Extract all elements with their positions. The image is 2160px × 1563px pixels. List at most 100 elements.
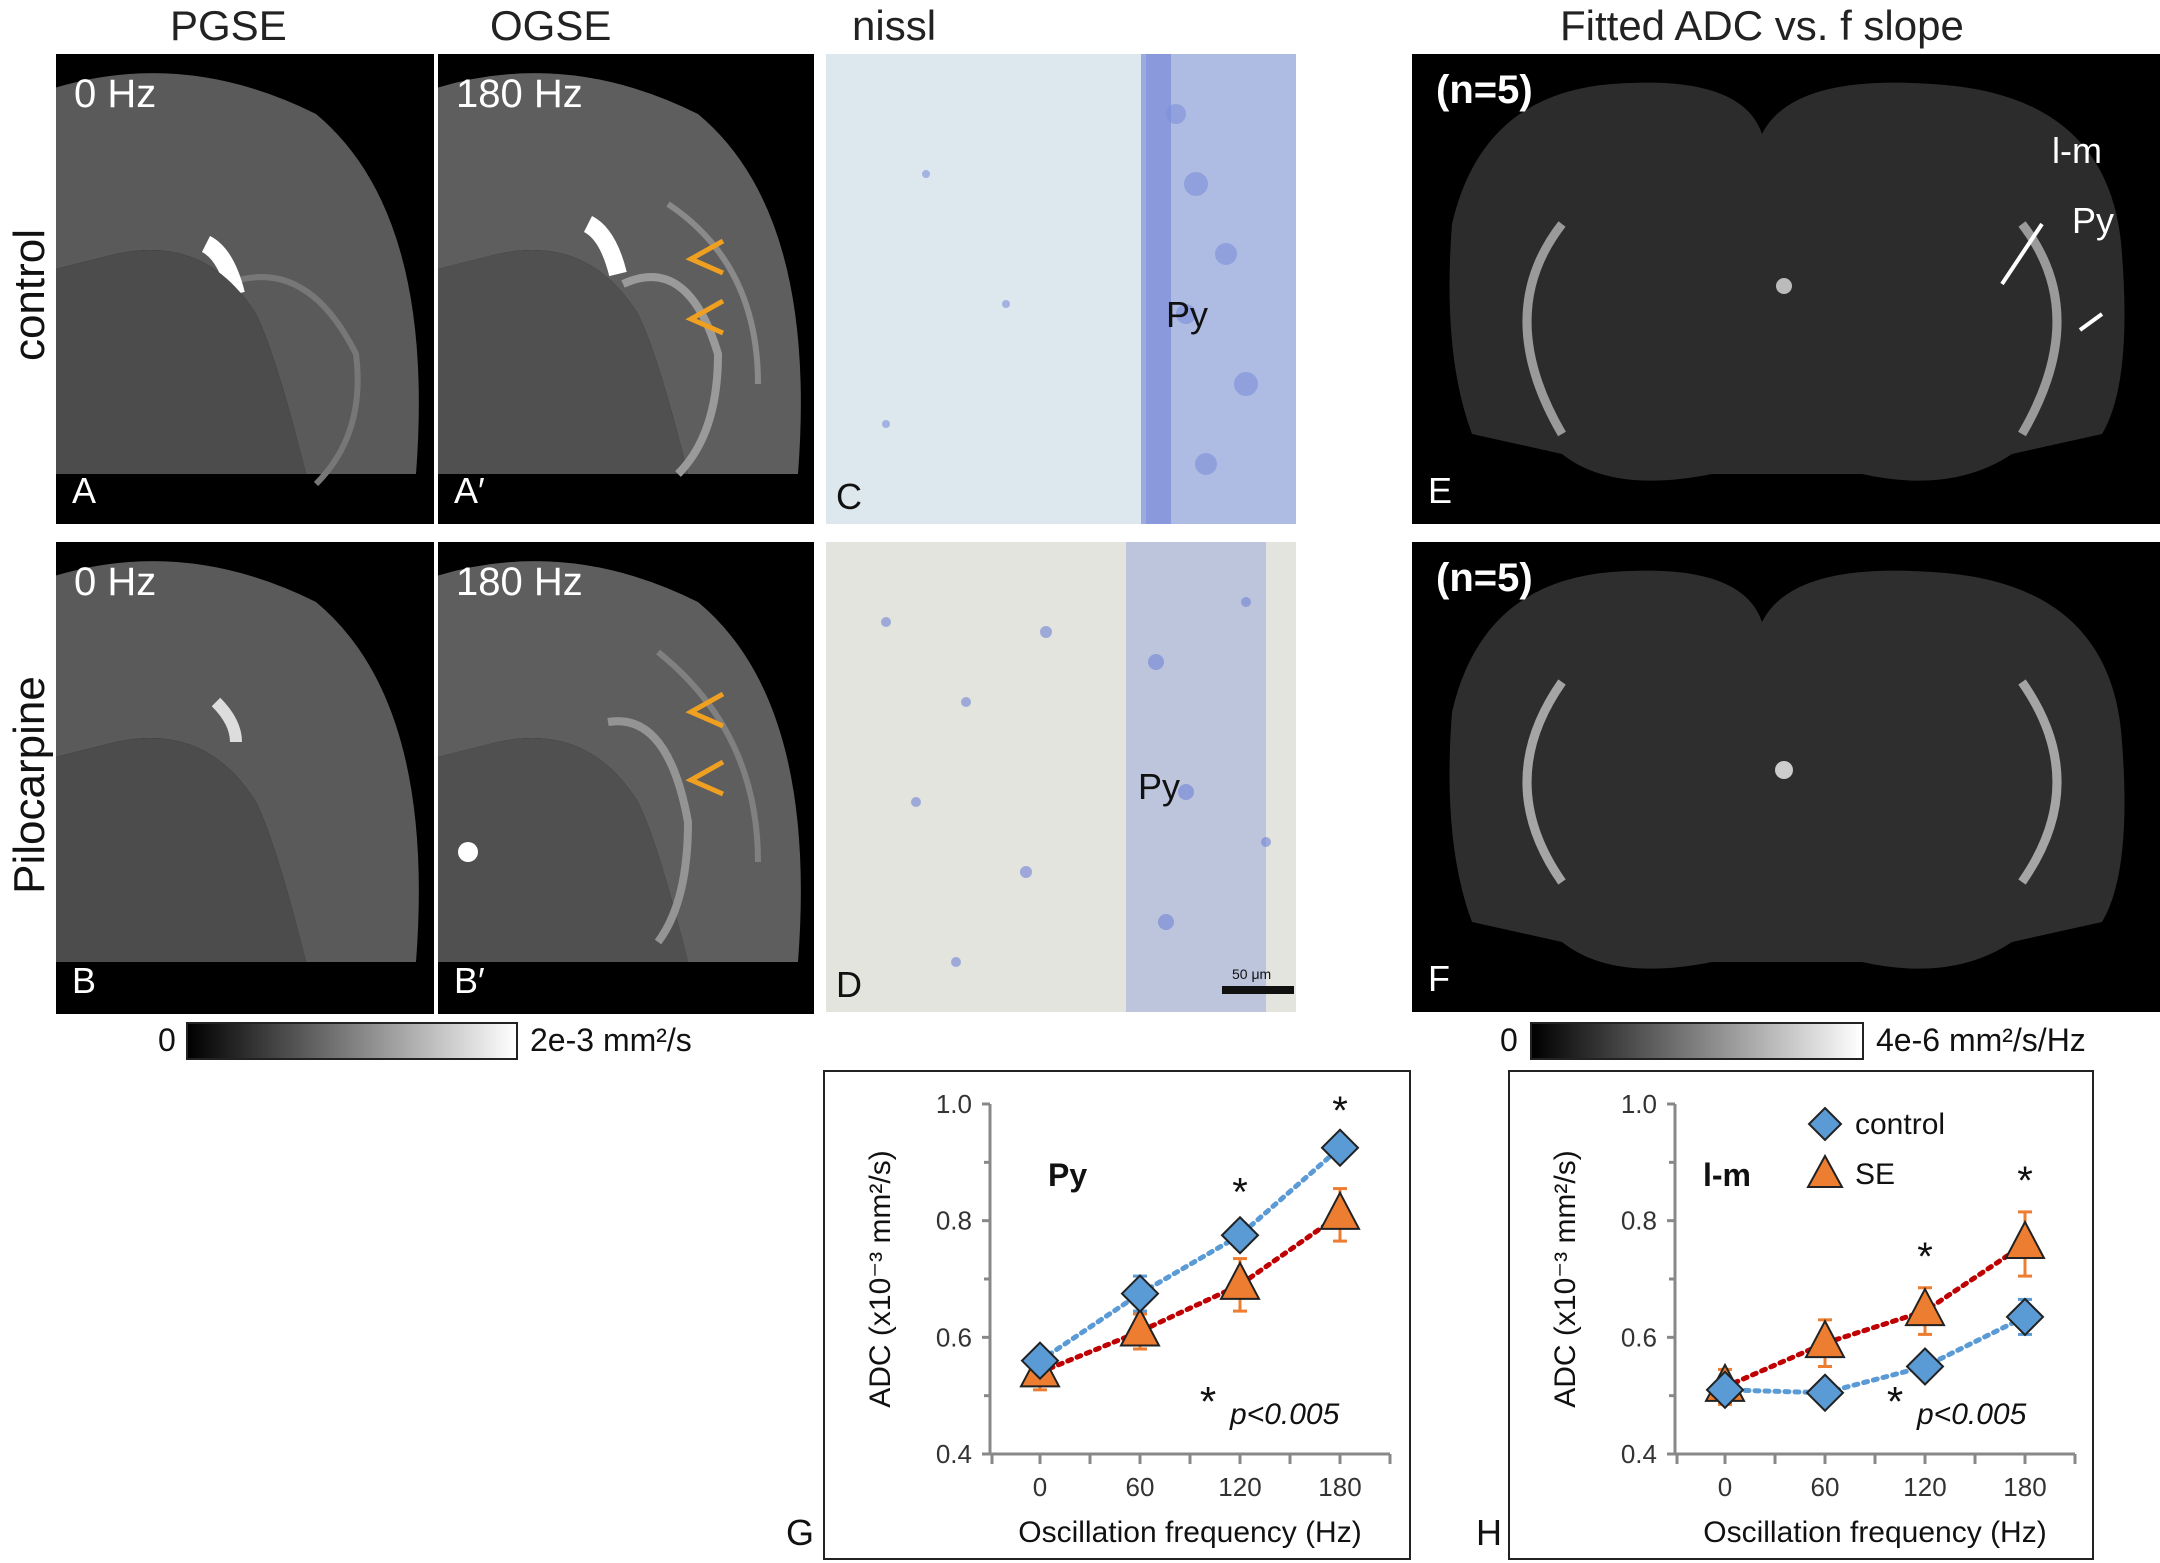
panel-letter-e: E [1428,470,1453,511]
frequency-label: 0 Hz [74,560,157,604]
x-tick-label: 180 [2003,1472,2046,1502]
data-point-control [1020,1341,1060,1381]
arrowhead-icon [685,691,725,797]
data-point-control [1705,1370,1745,1410]
mri-panel-a: 0 Hz A [56,54,434,524]
mri-panel-b-prime: 180 Hz B′ [438,542,814,1014]
region-label-py: Py [1166,294,1209,335]
panel-letter-g: G [786,1512,815,1553]
y-axis-label: ADC (x10⁻³ mm²/s) [1549,1150,1582,1408]
x-tick-label: 120 [1218,1472,1261,1502]
mri-panel-a-prime: 180 Hz A′ [438,54,814,524]
legend-marker-control [1807,1106,1843,1142]
data-point-se [1904,1286,1946,1327]
chart-panel-g: 0.4 0.6 0.8 1.0 0 60 120 180 Oscillation frequen… [823,1070,1411,1560]
panel-letter-b-prime: B′ [454,960,485,1001]
p-value-note: p<0.005 [1916,1398,2027,1431]
histology-image [826,54,1296,524]
panel-letter-f: F [1428,958,1450,999]
series-line-control [1722,1314,2028,1396]
chart-title: Py [1048,1157,1087,1193]
column-title-nissl: nissl [852,2,937,49]
y-tick-label: 1.0 [936,1089,972,1119]
panel-letter-h: H [1476,1512,1502,1553]
brain-slope-image [1449,570,2125,969]
significance-asterisk: * [1232,1171,1248,1215]
series-line-se [1037,1212,1343,1375]
column-title-ogse: OGSE [490,2,612,49]
p-value-note: p<0.005 [1229,1398,1340,1431]
colorbar-slope [1530,1022,1864,1060]
scale-bar [1222,986,1294,994]
data-point-se [1119,1307,1161,1347]
sample-count: (n=5) [1436,556,1533,600]
slope-map-panel-f: (n=5) F [1412,542,2160,1012]
x-axis-label: Oscillation frequency (Hz) [1703,1516,2046,1549]
chart-h-svg: 0.4 0.6 0.8 1.0 0 60 120 180 Oscillation frequen… [1549,1089,2077,1549]
y-tick-label: 0.6 [1621,1322,1657,1352]
legend-label-control: control [1855,1108,1945,1141]
panel-letter-c: C [836,476,862,517]
y-tick-label: 0.6 [936,1322,972,1352]
brain-slope-image [1449,82,2125,481]
panel-letter-a-prime: A′ [454,470,485,511]
colorbar-slope-max: 4e-6 mm²/s/Hz [1876,1022,2086,1058]
region-label-py: Py [1138,766,1181,807]
x-tick-label: 60 [1126,1472,1155,1502]
data-point-control [1805,1373,1845,1413]
chart-g-svg: 0.4 0.6 0.8 1.0 0 60 120 180 Oscillation frequen… [864,1089,1392,1549]
panel-letter-b: B [72,960,97,1001]
p-value-asterisk: * [1200,1378,1216,1425]
frequency-label: 180 Hz [456,560,583,604]
nissl-panel-d: Py 50 μm D [826,542,1296,1012]
row-title-pilocarpine: Pilocarpine [5,676,54,894]
brain-slice-image [56,73,419,487]
x-tick-label: 0 [1033,1472,1047,1502]
column-title-fitted: Fitted ADC vs. f slope [1560,2,1964,49]
series-line-control [1037,1145,1343,1364]
data-point-control [1320,1128,1360,1168]
histology-image [826,542,1296,1012]
y-tick-label: 0.8 [936,1206,972,1236]
chart-title: l-m [1703,1157,1751,1193]
scale-bar-label: 50 μm [1232,966,1272,982]
colorbar-adc-min: 0 [158,1022,176,1058]
data-point-se [1319,1190,1361,1230]
x-tick-label: 180 [1318,1472,1361,1502]
column-title-pgse: PGSE [170,2,287,49]
panel-letter-a: A [72,470,97,511]
nissl-panel-c: Py C [826,54,1296,524]
colorbar-adc-max: 2e-3 mm²/s [530,1022,692,1058]
y-tick-label: 0.8 [1621,1206,1657,1236]
y-tick-label: 0.4 [936,1439,972,1469]
data-point-se [1804,1319,1846,1359]
annotation-lines [2000,222,2104,332]
row-title-control: control [5,228,54,362]
chart-panel-h: 0.4 0.6 0.8 1.0 0 60 120 180 Oscillation frequen… [1508,1070,2094,1560]
significance-asterisk: * [1332,1089,1348,1133]
series-line-se [1722,1241,2028,1390]
y-tick-label: 1.0 [1621,1089,1657,1119]
region-label-py: Py [2072,200,2115,241]
brain-slice-image [438,561,801,962]
data-point-control [1905,1347,1945,1386]
data-point-control [2005,1297,2045,1337]
data-point-control [1120,1274,1160,1313]
x-tick-label: 60 [1811,1472,1840,1502]
y-tick-label: 0.4 [1621,1439,1657,1469]
frequency-label: 180 Hz [456,72,583,116]
x-axis-label: Oscillation frequency (Hz) [1018,1516,1361,1549]
brain-slice-image [56,561,419,962]
colorbar-adc [186,1022,518,1060]
x-tick-label: 0 [1718,1472,1732,1502]
mri-panel-b: 0 Hz B [56,542,434,1014]
region-label-lm: l-m [2052,130,2102,171]
frequency-label: 0 Hz [74,72,157,116]
x-tick-label: 120 [1903,1472,1946,1502]
data-point-se [1219,1260,1261,1300]
p-value-asterisk: * [1887,1378,1903,1425]
significance-asterisk: * [2017,1159,2033,1203]
slope-map-panel-e: (n=5) l-m Py E [1412,54,2160,524]
panel-letter-d: D [836,964,862,1005]
data-point-se [2004,1219,2046,1259]
